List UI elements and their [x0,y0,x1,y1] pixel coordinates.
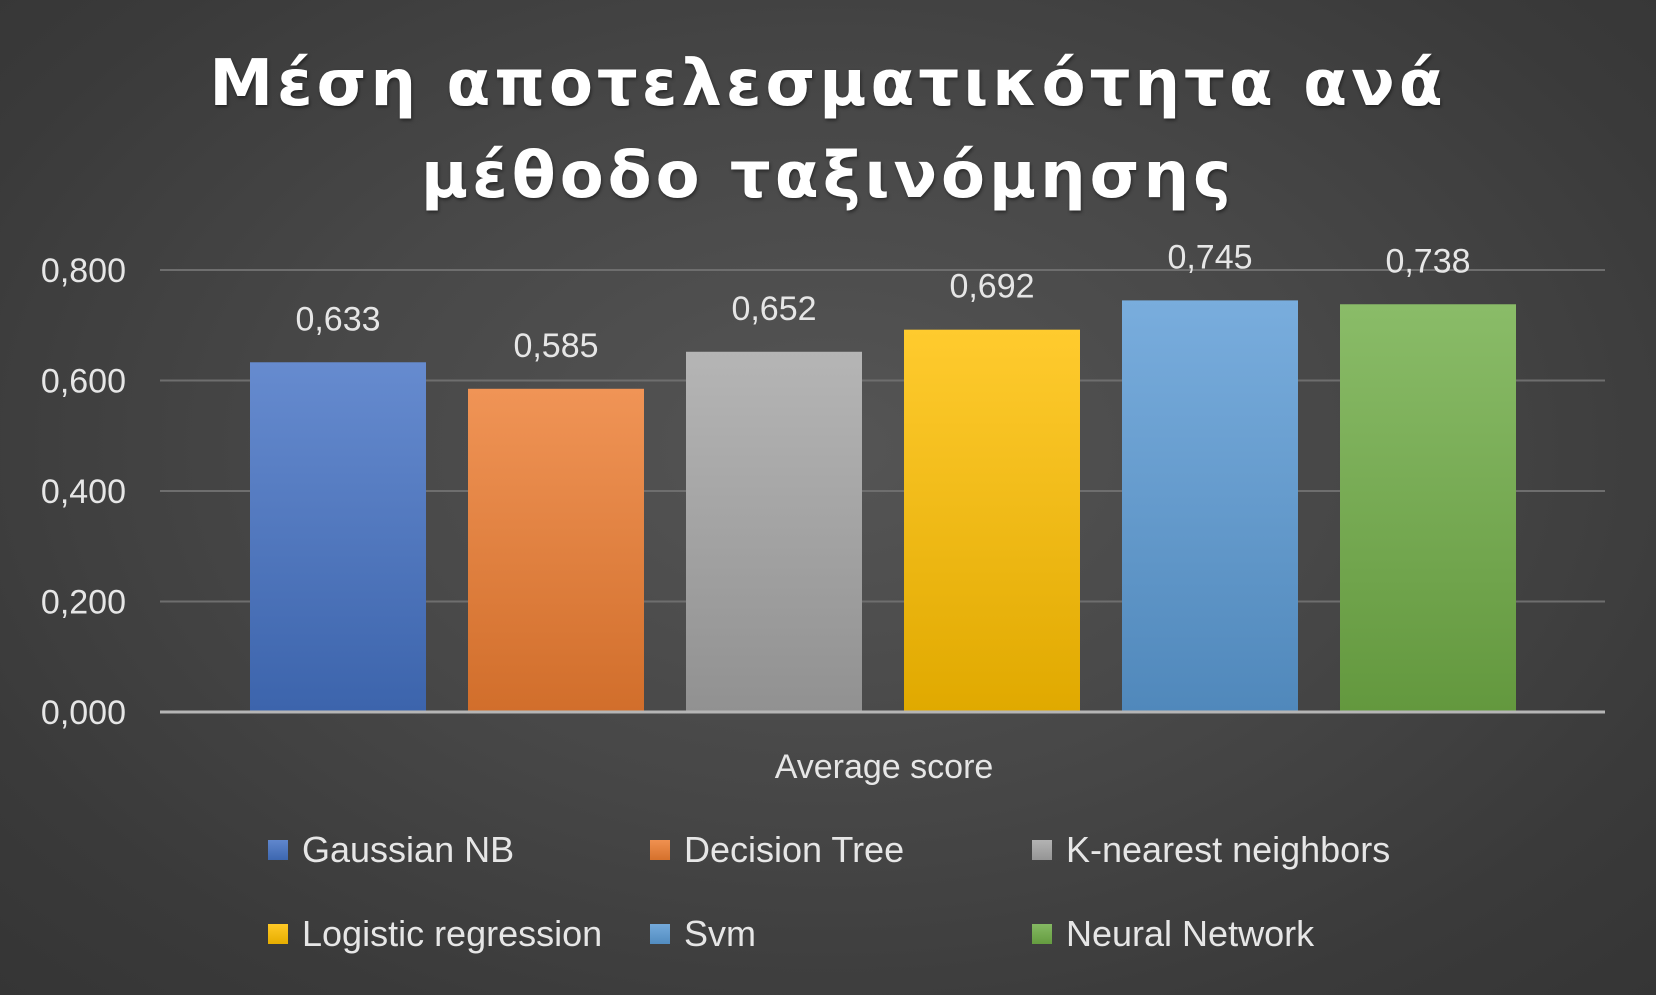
data-label: 0,692 [949,268,1034,306]
legend-swatch [1032,840,1052,860]
y-tick-label: 0,800 [41,252,126,290]
x-axis-label: Average score [775,748,994,786]
y-tick-label: 0,200 [41,584,126,622]
legend-label: Neural Network [1066,913,1315,954]
data-label: 0,633 [295,300,380,338]
legend-label: Svm [684,913,756,954]
legend: Gaussian NB Decision Tree K-nearest neig… [268,829,1432,954]
bar [1340,304,1516,712]
legend-swatch [650,840,670,860]
data-label: 0,652 [731,290,816,328]
legend-swatch [268,924,288,944]
legend-item: K-nearest neighbors [1032,829,1432,870]
legend-item: Decision Tree [650,829,1032,870]
legend-swatch [268,840,288,860]
legend-item: Logistic regression [268,913,650,954]
data-label: 0,745 [1167,238,1252,276]
legend-label: Logistic regression [302,913,603,954]
legend-item: Gaussian NB [268,829,650,870]
bar [1122,300,1298,712]
legend-swatch [1032,924,1052,944]
bar [250,362,426,712]
bar [904,329,1080,712]
chart-title: Μέση αποτελεσματικότητα ανά μέθοδο ταξιν… [0,38,1656,222]
y-tick-label: 0,000 [41,694,126,732]
legend-item: Svm [650,913,1032,954]
bar [468,388,644,712]
legend-swatch [650,924,670,944]
bar [686,351,862,712]
data-label: 0,585 [513,327,598,365]
y-tick-label: 0,600 [41,363,126,401]
legend-label: Gaussian NB [302,829,515,870]
chart-title-line-2: μέθοδο ταξινόμησης [421,139,1235,213]
data-label: 0,738 [1385,242,1470,280]
y-tick-label: 0,400 [41,473,126,511]
legend-label: K-nearest neighbors [1066,829,1391,870]
legend-item: Neural Network [1032,913,1432,954]
chart-title-line-1: Μέση αποτελεσματικότητα ανά [209,47,1447,121]
legend-label: Decision Tree [684,829,905,870]
